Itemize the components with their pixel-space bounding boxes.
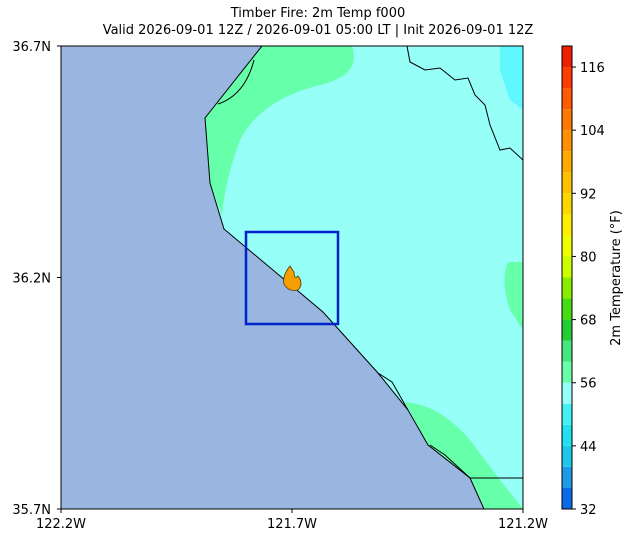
border	[429, 444, 523, 479]
colorbar-label: 2m Temperature (°F)	[609, 210, 624, 346]
colorbar-band	[562, 172, 572, 194]
colorbar-tick-label: 104	[580, 124, 605, 139]
colorbar-tick-label: 80	[580, 250, 597, 265]
fire-icon	[283, 265, 302, 291]
colorbar-band	[562, 340, 572, 362]
colorbar-frame	[561, 45, 573, 510]
title-line: Valid 2026-09-01 12Z / 2026-09-01 05:00 …	[103, 23, 534, 38]
colorbar-band	[562, 151, 572, 173]
colorbar-band	[562, 88, 572, 110]
colorbar-band	[562, 46, 572, 68]
contour	[205, 46, 354, 215]
colorbar-tick-label: 92	[580, 187, 597, 202]
fire-box	[244, 230, 340, 326]
border	[406, 46, 523, 161]
x-tick-label: 121.2W	[498, 517, 548, 532]
y-tick-label: 36.2N	[12, 272, 51, 287]
colorbar-band	[562, 466, 572, 488]
contour	[405, 402, 523, 509]
map	[61, 46, 523, 509]
colorbar-band	[562, 382, 572, 404]
colorbar-tick-label: 44	[580, 440, 597, 455]
colorbar-band	[562, 193, 572, 215]
colorbar-band	[562, 445, 572, 467]
colorbar-band	[562, 256, 572, 278]
border	[377, 372, 409, 411]
contour	[500, 46, 523, 110]
contour	[504, 262, 523, 330]
border	[217, 59, 255, 105]
colorbar-band	[562, 277, 572, 299]
colorbar-band	[562, 361, 572, 383]
colorbar-band	[562, 67, 572, 89]
x-tick-label: 122.2W	[36, 517, 86, 532]
colorbar-band	[562, 298, 572, 320]
colorbar-tick-label: 68	[580, 314, 597, 329]
colorbar-band	[562, 319, 572, 341]
title-line: Timber Fire: 2m Temp f000	[230, 6, 406, 21]
y-tick-label: 36.7N	[12, 40, 51, 55]
colorbar-band	[562, 130, 572, 152]
x-tick-label: 121.7W	[267, 517, 317, 532]
colorbar-band	[562, 214, 572, 236]
colorbar-tick-label: 56	[580, 377, 597, 392]
colorbar-band	[562, 424, 572, 446]
colorbar-band	[562, 235, 572, 257]
y-tick-label: 35.7N	[12, 503, 51, 518]
colorbar-band	[562, 487, 572, 509]
colorbar-band	[562, 403, 572, 425]
colorbar-tick-label: 116	[580, 61, 605, 76]
colorbar-tick-label: 32	[580, 503, 597, 518]
colorbar-band	[562, 109, 572, 131]
